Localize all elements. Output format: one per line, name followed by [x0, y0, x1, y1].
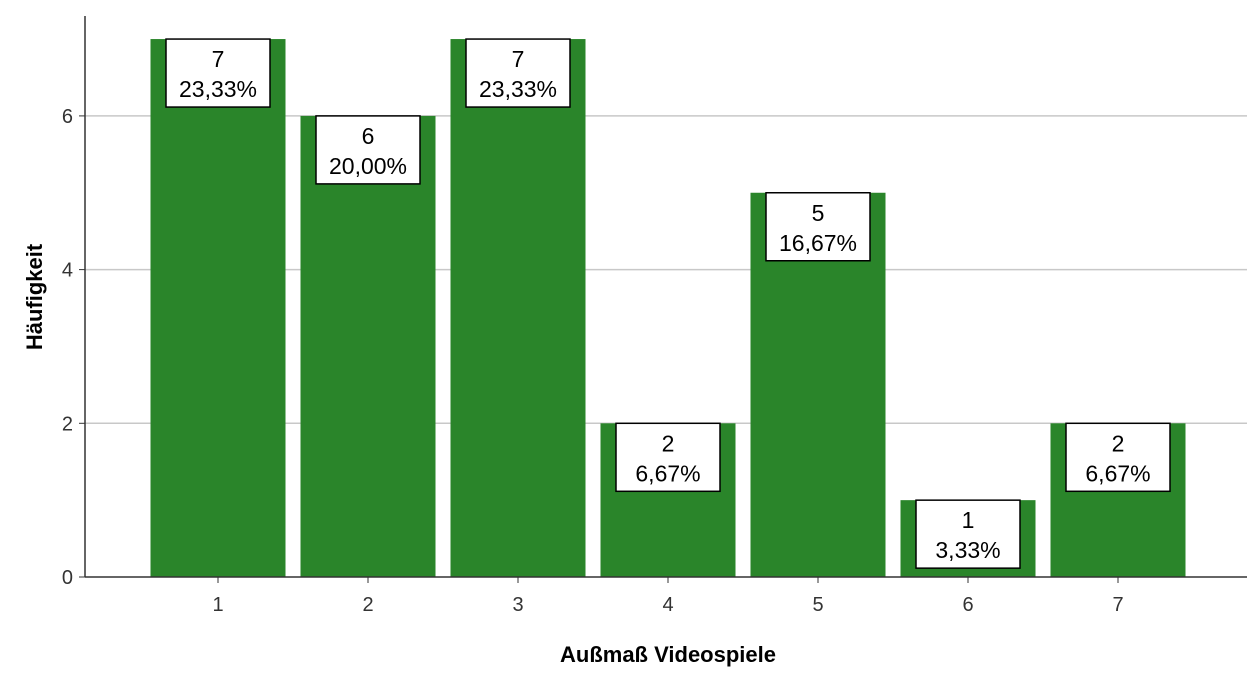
- data-labels: 7 23,33% 6 20,00% 7 23,33% 2 6,67% 5 16,67% 1 3,33%…: [165, 38, 1171, 569]
- data-label-3: 7 23,33%: [465, 38, 571, 108]
- data-label-box: [915, 499, 1021, 569]
- axes: [84, 16, 1247, 578]
- x-tick-label-2: 2: [362, 594, 373, 616]
- data-label-count: 2: [662, 430, 675, 456]
- x-tick-label-4: 4: [662, 594, 673, 616]
- data-label-box: [615, 422, 721, 493]
- data-label-count: 7: [212, 46, 225, 72]
- y-axis-title: Häufigkeit: [22, 243, 47, 350]
- data-label-7: 2 6,67%: [1065, 422, 1171, 493]
- x-tick-label-5: 5: [812, 594, 823, 616]
- data-label-box: [165, 38, 271, 108]
- y-ticks: 0 2 4 6: [62, 106, 85, 589]
- data-label-1: 7 23,33%: [165, 38, 271, 108]
- data-label-percent: 23,33%: [479, 76, 557, 102]
- data-label-4: 2 6,67%: [615, 422, 721, 493]
- data-label-count: 7: [512, 46, 525, 72]
- y-tick-label-2: 2: [62, 413, 73, 435]
- y-tick-label-4: 4: [62, 260, 73, 282]
- x-tick-label-1: 1: [212, 594, 223, 616]
- data-label-6: 1 3,33%: [915, 499, 1021, 569]
- x-ticks: 1 2 3 4 5 6 7: [212, 577, 1124, 616]
- data-label-percent: 6,67%: [635, 460, 700, 486]
- data-label-count: 2: [1112, 430, 1125, 456]
- data-label-count: 6: [362, 123, 375, 149]
- data-label-percent: 23,33%: [179, 76, 257, 102]
- data-label-box: [465, 38, 571, 108]
- y-tick-label-6: 6: [62, 106, 73, 128]
- data-label-percent: 3,33%: [935, 537, 1000, 563]
- x-tick-label-6: 6: [962, 594, 973, 616]
- x-axis-title: Außmaß Videospiele: [560, 642, 776, 667]
- data-label-percent: 20,00%: [329, 153, 407, 179]
- data-label-2: 6 20,00%: [315, 115, 421, 185]
- data-label-box: [1065, 422, 1171, 493]
- data-label-percent: 16,67%: [779, 230, 857, 256]
- data-label-5: 5 16,67%: [765, 192, 871, 262]
- data-label-box: [765, 192, 871, 262]
- x-tick-label-3: 3: [512, 594, 523, 616]
- bar-3: [450, 39, 586, 577]
- bar-1: [150, 39, 286, 577]
- bar-2: [300, 115, 436, 577]
- data-label-box: [315, 115, 421, 185]
- y-tick-label-0: 0: [62, 567, 73, 589]
- data-label-count: 1: [962, 507, 975, 533]
- bars: [150, 39, 1186, 577]
- data-label-percent: 6,67%: [1085, 460, 1150, 486]
- data-label-count: 5: [812, 200, 825, 226]
- x-tick-label-7: 7: [1112, 594, 1123, 616]
